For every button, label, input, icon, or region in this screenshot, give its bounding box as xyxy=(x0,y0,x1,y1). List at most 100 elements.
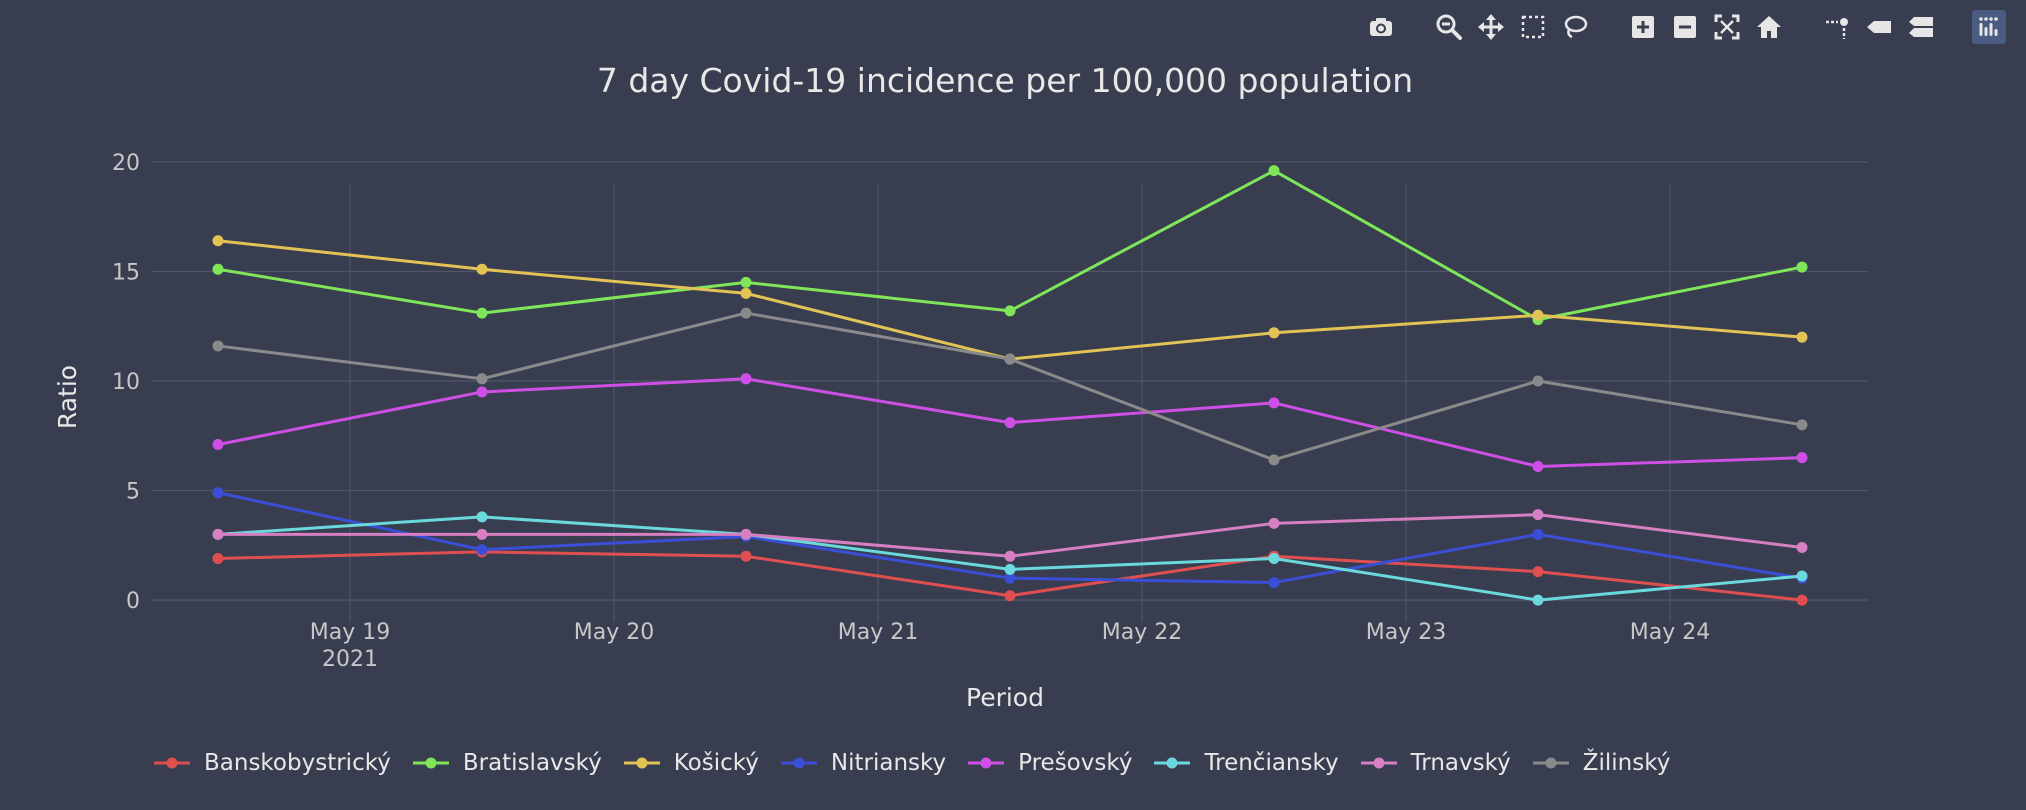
box-select-icon[interactable] xyxy=(1516,10,1550,44)
data-point[interactable] xyxy=(740,550,752,562)
chart-legend: Banskobystrický Bratislavský Košický Nitria… xyxy=(152,750,1690,776)
data-point[interactable] xyxy=(1532,509,1544,521)
data-point[interactable] xyxy=(476,528,488,540)
legend-label: Banskobystrický xyxy=(204,750,391,776)
data-point[interactable] xyxy=(1796,594,1808,606)
zoom-out-icon[interactable] xyxy=(1668,10,1702,44)
legend-swatch xyxy=(968,757,1005,769)
reset-axes-icon[interactable] xyxy=(1752,10,1786,44)
legend-item[interactable]: Trenčiansky xyxy=(1152,750,1339,776)
chart-toolbar xyxy=(1364,10,2006,44)
series-4 xyxy=(212,373,1808,472)
x-tick-label: May 23 xyxy=(1366,620,1446,645)
data-point[interactable] xyxy=(476,263,488,275)
data-point[interactable] xyxy=(1796,261,1808,273)
legend-item[interactable]: Banskobystrický xyxy=(152,750,391,776)
y-axis-title: Ratio xyxy=(53,365,82,429)
camera-icon[interactable] xyxy=(1364,10,1398,44)
legend-item[interactable]: Trnavský xyxy=(1359,750,1511,776)
data-point[interactable] xyxy=(1004,572,1016,584)
legend-swatch xyxy=(412,757,449,769)
series-line xyxy=(217,169,1803,322)
data-point[interactable] xyxy=(1004,550,1016,562)
data-point[interactable] xyxy=(1532,528,1544,540)
data-point[interactable] xyxy=(1796,570,1808,582)
grid-layer xyxy=(152,161,1868,622)
zoom-in-icon[interactable] xyxy=(1626,10,1660,44)
data-point[interactable] xyxy=(740,373,752,385)
y-tick-label: 15 xyxy=(112,260,140,285)
data-point[interactable] xyxy=(476,373,488,385)
legend-item[interactable]: Prešovský xyxy=(966,750,1132,776)
data-point[interactable] xyxy=(1268,517,1280,529)
data-point[interactable] xyxy=(740,287,752,299)
chart-title: 7 day Covid-19 incidence per 100,000 pop… xyxy=(597,61,1413,100)
data-point[interactable] xyxy=(212,235,224,247)
data-point[interactable] xyxy=(212,528,224,540)
data-point[interactable] xyxy=(1532,566,1544,578)
data-point[interactable] xyxy=(1532,460,1544,472)
data-point[interactable] xyxy=(1004,353,1016,365)
data-point[interactable] xyxy=(1796,331,1808,343)
data-point[interactable] xyxy=(476,386,488,398)
legend-item[interactable]: Košický xyxy=(622,750,759,776)
data-point[interactable] xyxy=(1532,594,1544,606)
data-point[interactable] xyxy=(212,552,224,564)
hover-closest-icon[interactable] xyxy=(1862,10,1896,44)
data-point[interactable] xyxy=(476,511,488,523)
data-point[interactable] xyxy=(740,276,752,288)
y-axis-ticks: 0 5 10 15 20 xyxy=(112,151,140,614)
data-point[interactable] xyxy=(1004,590,1016,602)
data-point[interactable] xyxy=(1268,577,1280,589)
data-point[interactable] xyxy=(1268,397,1280,409)
data-point[interactable] xyxy=(1268,454,1280,466)
x-axis-title: Period xyxy=(966,683,1044,712)
series-1 xyxy=(212,165,1808,326)
x-tick-label: May 21 xyxy=(838,620,918,645)
x-tick-label: May 24 xyxy=(1630,620,1710,645)
data-point[interactable] xyxy=(1796,542,1808,554)
legend-swatch xyxy=(1360,757,1397,769)
legend-item[interactable]: Bratislavský xyxy=(411,750,602,776)
legend-label: Košický xyxy=(673,750,759,776)
series-2 xyxy=(212,235,1808,365)
data-point[interactable] xyxy=(1796,452,1808,464)
data-point[interactable] xyxy=(476,307,488,319)
data-point[interactable] xyxy=(1004,305,1016,317)
data-point[interactable] xyxy=(212,340,224,352)
pan-icon[interactable] xyxy=(1474,10,1508,44)
data-point[interactable] xyxy=(740,528,752,540)
series-7 xyxy=(212,307,1808,466)
legend-item[interactable]: Žilinský xyxy=(1531,750,1670,776)
legend-swatch xyxy=(1532,757,1569,769)
lasso-select-icon[interactable] xyxy=(1558,10,1592,44)
data-point[interactable] xyxy=(1268,165,1280,177)
data-point[interactable] xyxy=(1004,417,1016,429)
data-point[interactable] xyxy=(212,263,224,275)
legend-label: Bratislavský xyxy=(462,750,602,776)
data-point[interactable] xyxy=(1268,552,1280,564)
series-line xyxy=(218,513,1803,558)
x-tick-label: May 19 xyxy=(310,620,390,645)
autoscale-icon[interactable] xyxy=(1710,10,1744,44)
spike-lines-icon[interactable] xyxy=(1820,10,1854,44)
legend-label: Trnavský xyxy=(1410,750,1511,776)
data-point[interactable] xyxy=(1268,327,1280,339)
hover-compare-icon[interactable] xyxy=(1904,10,1938,44)
data-point[interactable] xyxy=(1796,419,1808,431)
data-point[interactable] xyxy=(1004,563,1016,575)
x-tick-sublabel: 2021 xyxy=(322,647,378,672)
data-point[interactable] xyxy=(212,439,224,451)
data-point[interactable] xyxy=(1532,375,1544,387)
legend-item[interactable]: Nitriansky xyxy=(779,750,946,776)
line-chart: 7 day Covid-19 incidence per 100,000 pop… xyxy=(53,61,1868,712)
plotly-logo-icon[interactable] xyxy=(1972,10,2006,44)
data-point[interactable] xyxy=(476,544,488,556)
legend-swatch xyxy=(780,757,817,769)
x-tick-label: May 22 xyxy=(1102,620,1182,645)
data-point[interactable] xyxy=(740,307,752,319)
data-point[interactable] xyxy=(1532,309,1544,321)
data-point[interactable] xyxy=(212,487,224,499)
zoom-icon[interactable] xyxy=(1432,10,1466,44)
legend-label: Trenčiansky xyxy=(1204,750,1339,776)
